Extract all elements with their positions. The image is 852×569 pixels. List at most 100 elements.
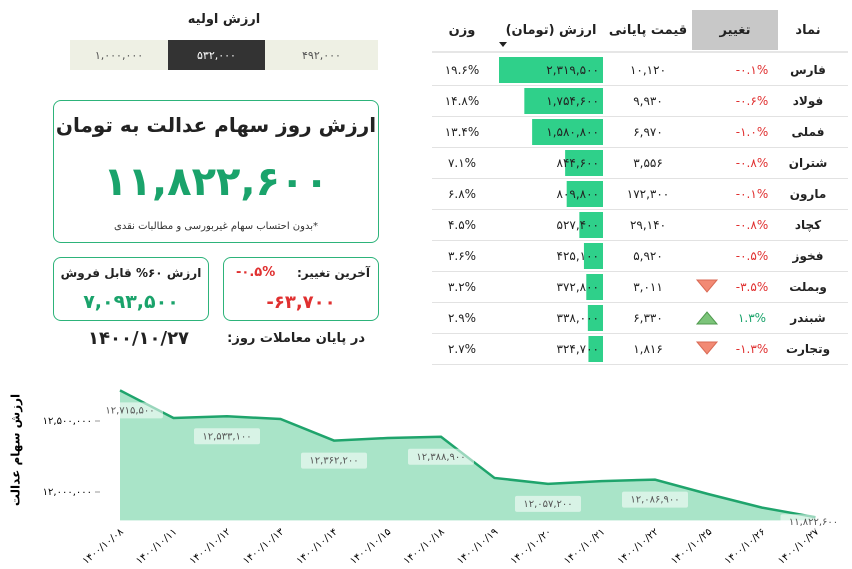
price: ۶,۹۷۰ <box>633 125 663 139</box>
weight: ۳.۶% <box>447 249 477 263</box>
down-arrow <box>695 341 719 355</box>
sorted-header-bg <box>692 10 778 50</box>
change: -۰.۱% <box>735 63 769 77</box>
change: -۰.۶% <box>735 94 769 108</box>
table-header[interactable]: قیمت پایانی <box>608 22 688 38</box>
value-bar <box>565 150 603 176</box>
value: ۳۲۴,۷۰۰ <box>556 342 600 356</box>
symbol: شتران <box>788 156 828 170</box>
weight: ۶.۸% <box>447 187 477 201</box>
y-tick-label: ۱۲,۰۰۰,۰۰۰ <box>43 487 92 498</box>
symbol: کچاد <box>794 218 822 232</box>
value: ۳۳۸,۰۰۰ <box>556 311 600 325</box>
initial-option[interactable]: ۴۹۲,۰۰۰ <box>265 40 378 70</box>
label-bg <box>97 402 163 419</box>
value: ۳۷۲,۸۰۰ <box>556 280 600 294</box>
change: ۱.۳% <box>737 311 767 325</box>
symbol: فخوز <box>792 249 824 263</box>
symbol: فملی <box>791 125 825 139</box>
value: ۴۲۵,۱۰۰ <box>556 249 600 263</box>
weight: ۱۳.۴% <box>444 125 480 139</box>
symbol: مارون <box>789 187 827 201</box>
value-bar <box>566 181 603 207</box>
sort-arrow <box>499 42 507 47</box>
label-bg <box>408 448 474 465</box>
price: ۳,۰۱۱ <box>633 280 663 294</box>
value-label: ۱۲,۳۶۲,۲۰۰ <box>309 456 358 467</box>
main-value: ۱۱,۸۲۲,۶۰۰ <box>103 159 329 205</box>
value-bar <box>524 88 603 114</box>
table-header[interactable]: نماد <box>795 22 821 38</box>
value: ۲,۳۱۹,۵۰۰ <box>546 63 599 77</box>
change: -۰.۱% <box>735 187 769 201</box>
value-label: ۱۲,۰۸۶,۹۰۰ <box>630 495 679 506</box>
initial-option[interactable]: ۱,۰۰۰,۰۰۰ <box>70 40 168 70</box>
value-label: ۱۲,۷۱۵,۵۰۰ <box>105 405 154 416</box>
value-label: ۱۲,۵۳۳,۱۰۰ <box>202 431 251 442</box>
down-arrow <box>695 279 719 293</box>
price: ۱۷۲,۳۰۰ <box>626 187 670 201</box>
sellable-value: ۷,۰۹۳,۵۰۰ <box>83 291 179 313</box>
weight: ۱۴.۸% <box>444 94 480 108</box>
initial-option[interactable]: ۵۳۲,۰۰۰ <box>168 40 265 70</box>
change: -۳.۵% <box>735 280 769 294</box>
change: -۰.۸% <box>735 156 769 170</box>
change: -۰.۵% <box>735 249 769 263</box>
value-bar <box>587 305 603 331</box>
up-arrow <box>695 311 719 325</box>
change: -۱.۳% <box>735 342 769 356</box>
symbol: وبملت <box>789 280 827 294</box>
sellable-card: ارزش ۶۰% قابل فروش ۷,۰۹۳,۵۰۰ <box>53 257 209 321</box>
label-bg <box>301 452 367 469</box>
value: ۸۰۹,۸۰۰ <box>556 187 600 201</box>
initial-title: ارزش اولیه <box>187 12 261 27</box>
weight: ۲.۹% <box>447 311 477 325</box>
value: ۵۲۷,۴۰۰ <box>556 218 600 232</box>
main-title: ارزش روز سهام عدالت به تومان <box>55 113 377 137</box>
value-bar <box>586 274 603 300</box>
change-amount: -۶۳,۷۰۰ <box>266 292 336 313</box>
price: ۱,۸۱۶ <box>633 342 663 356</box>
weight: ۲.۷% <box>447 342 477 356</box>
value: ۱,۵۸۰,۸۰۰ <box>546 125 599 139</box>
price: ۹,۹۳۰ <box>633 94 663 108</box>
value-bar <box>588 336 603 362</box>
main-note: *بدون احتساب سهام غیربورسی و مطالبات نقد… <box>114 221 318 232</box>
change: -۱.۰% <box>735 125 769 139</box>
weight: ۷.۱% <box>447 156 477 170</box>
value: ۱,۷۵۴,۶۰۰ <box>546 94 599 108</box>
table-header[interactable]: ارزش (تومان) <box>505 22 597 38</box>
value-label: ۱۲,۳۸۸,۹۰۰ <box>416 452 465 463</box>
y-tick-label: ۱۲,۵۰۰,۰۰۰ <box>43 416 92 427</box>
symbol: فارس <box>790 63 826 77</box>
weight: ۱۹.۶% <box>444 63 480 77</box>
symbol: شبندر <box>790 311 826 325</box>
value-bar <box>583 243 603 269</box>
value-bar <box>499 57 603 83</box>
label-bg <box>622 491 688 508</box>
label-bg <box>194 428 260 445</box>
price: ۳,۵۵۶ <box>633 156 663 170</box>
change-card: آخرین تغییر: -۰.۵% -۶۳,۷۰۰ <box>223 257 379 321</box>
area <box>120 390 816 521</box>
label-bg <box>780 514 847 531</box>
weight: ۳.۲% <box>447 280 477 294</box>
value-bar <box>579 212 603 238</box>
main-card: ارزش روز سهام عدالت به تومان ۱۱,۸۲۲,۶۰۰ … <box>53 100 379 243</box>
end-date: ۱۴۰۰/۱۰/۲۷ <box>88 328 190 349</box>
change-percent: -۰.۵% <box>236 265 276 280</box>
table-header[interactable]: وزن <box>448 22 476 38</box>
price: ۵,۹۲۰ <box>633 249 663 263</box>
price: ۱۰,۱۲۰ <box>629 63 667 77</box>
value-label: ۱۲,۰۵۷,۲۰۰ <box>523 499 572 510</box>
y-axis-title: ارزش سهام عدالت <box>9 394 24 506</box>
label-bg <box>515 495 581 512</box>
change: -۰.۸% <box>735 218 769 232</box>
value-label: ۱۱,۸۲۲,۶۰۰ <box>789 517 838 528</box>
change-label: آخرین تغییر: <box>296 266 370 280</box>
weight: ۴.۵% <box>447 218 477 232</box>
symbol: فولاد <box>792 94 824 108</box>
table-header[interactable]: تغییر <box>719 22 751 38</box>
